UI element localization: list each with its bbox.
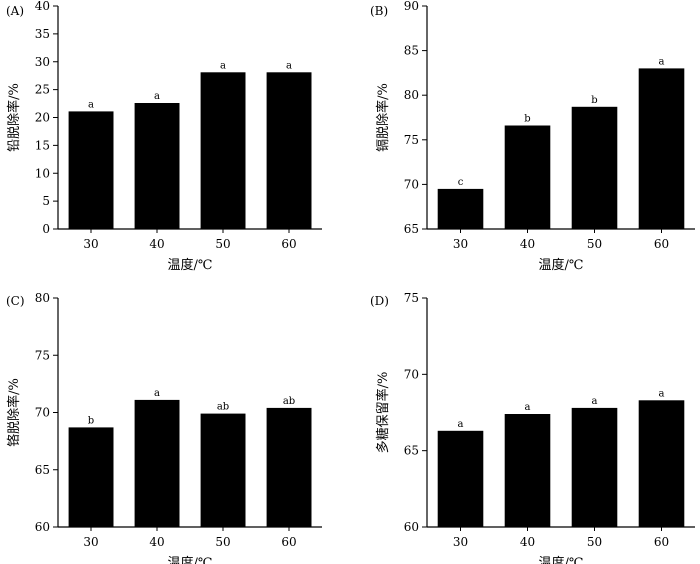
bar-60 bbox=[266, 407, 312, 527]
y-tick-label: 30 bbox=[35, 55, 50, 69]
x-tick-label: 60 bbox=[654, 237, 669, 251]
bar-30 bbox=[68, 427, 114, 527]
chart-panel-0: (A) a 30 a 40 a 50 a 60 0 5 10 15 20 25 30 35 40 温度/℃ 铅脱除率/… bbox=[6, 0, 322, 273]
x-tick-label: 60 bbox=[281, 237, 296, 251]
bar-30 bbox=[68, 111, 114, 229]
y-tick-label: 65 bbox=[404, 222, 419, 236]
significance-label: a bbox=[659, 56, 665, 67]
bar-50 bbox=[200, 413, 246, 527]
x-tick-label: 50 bbox=[215, 237, 230, 251]
y-axis-title: 多糖保留率/% bbox=[375, 372, 391, 454]
x-axis-title: 温度/℃ bbox=[539, 257, 584, 273]
y-tick-label: 90 bbox=[404, 0, 419, 13]
significance-label: a bbox=[525, 402, 531, 413]
significance-label: a bbox=[88, 99, 94, 110]
x-tick-label: 60 bbox=[281, 535, 296, 549]
significance-label: b bbox=[88, 415, 94, 426]
bar-60 bbox=[638, 68, 685, 230]
significance-label: a bbox=[458, 419, 464, 430]
y-tick-label: 70 bbox=[35, 406, 50, 420]
x-tick-label: 30 bbox=[453, 237, 468, 251]
y-tick-label: 70 bbox=[404, 367, 419, 381]
y-axis-title: 铅脱除率/% bbox=[6, 83, 22, 152]
bar-50 bbox=[200, 72, 246, 229]
x-tick-label: 50 bbox=[215, 535, 230, 549]
panel-label: (C) bbox=[6, 294, 25, 308]
y-tick-label: 60 bbox=[35, 520, 50, 534]
y-axis-title: 镉脱除率/% bbox=[375, 83, 391, 152]
y-tick-label: 0 bbox=[42, 222, 50, 236]
y-tick-label: 15 bbox=[35, 138, 50, 152]
x-axis-title: 温度/℃ bbox=[168, 257, 213, 273]
significance-label: a bbox=[154, 388, 160, 399]
panel-label: (D) bbox=[370, 294, 389, 308]
y-tick-label: 70 bbox=[404, 177, 419, 191]
chart-panel-3: (D) a 30 a 40 a 50 a 60 60 65 70 75 温度/℃ 多糖保留率/% bbox=[370, 291, 695, 564]
y-tick-label: 60 bbox=[404, 520, 419, 534]
x-axis-title: 温度/℃ bbox=[168, 555, 213, 564]
y-tick-label: 75 bbox=[35, 348, 50, 362]
y-tick-label: 65 bbox=[35, 463, 50, 477]
significance-label: a bbox=[154, 91, 160, 102]
y-tick-label: 5 bbox=[42, 194, 50, 208]
x-tick-label: 40 bbox=[520, 237, 535, 251]
bar-50 bbox=[571, 106, 618, 229]
y-tick-label: 35 bbox=[35, 27, 50, 41]
bar-60 bbox=[266, 72, 312, 229]
chart-panel-2: (C) b 30 a 40 ab 50 ab 60 60 65 70 75 80 温度/℃ 铬脱除率/% bbox=[6, 291, 322, 564]
significance-label: b bbox=[591, 95, 597, 106]
y-tick-label: 40 bbox=[35, 0, 50, 13]
bar-40 bbox=[134, 103, 180, 229]
significance-label: a bbox=[220, 60, 226, 71]
x-tick-label: 30 bbox=[453, 535, 468, 549]
bar-60 bbox=[638, 400, 685, 527]
x-tick-label: 50 bbox=[587, 237, 602, 251]
x-tick-label: 50 bbox=[587, 535, 602, 549]
y-tick-label: 80 bbox=[35, 291, 50, 305]
y-tick-label: 75 bbox=[404, 133, 419, 147]
significance-label: b bbox=[524, 114, 530, 125]
bar-50 bbox=[571, 407, 618, 527]
significance-label: a bbox=[592, 396, 598, 407]
bar-40 bbox=[134, 399, 180, 527]
bar-30 bbox=[437, 430, 484, 527]
x-tick-label: 30 bbox=[83, 535, 98, 549]
panel-label: (B) bbox=[370, 4, 388, 18]
y-tick-label: 10 bbox=[35, 166, 50, 180]
x-axis-title: 温度/℃ bbox=[539, 555, 584, 564]
panel-label: (A) bbox=[6, 4, 24, 18]
y-tick-label: 80 bbox=[404, 88, 419, 102]
significance-label: ab bbox=[217, 402, 229, 413]
x-tick-label: 40 bbox=[149, 237, 164, 251]
y-tick-label: 65 bbox=[404, 444, 419, 458]
chart-panel-1: (B) c 30 b 40 b 50 a 60 65 70 75 80 85 90 温度/℃ 镉脱除率/% bbox=[370, 0, 695, 273]
bar-40 bbox=[504, 125, 551, 229]
significance-label: a bbox=[286, 60, 292, 71]
y-axis-title: 铬脱除率/% bbox=[6, 378, 22, 447]
significance-label: ab bbox=[283, 396, 295, 407]
x-tick-label: 30 bbox=[83, 237, 98, 251]
y-tick-label: 75 bbox=[404, 291, 419, 305]
significance-label: a bbox=[659, 388, 665, 399]
y-tick-label: 85 bbox=[404, 44, 419, 58]
x-tick-label: 60 bbox=[654, 535, 669, 549]
y-tick-label: 25 bbox=[35, 83, 50, 97]
x-tick-label: 40 bbox=[149, 535, 164, 549]
y-tick-label: 20 bbox=[35, 111, 50, 125]
x-tick-label: 40 bbox=[520, 535, 535, 549]
bar-30 bbox=[437, 188, 484, 229]
significance-label: c bbox=[458, 177, 464, 188]
bar-40 bbox=[504, 414, 551, 527]
